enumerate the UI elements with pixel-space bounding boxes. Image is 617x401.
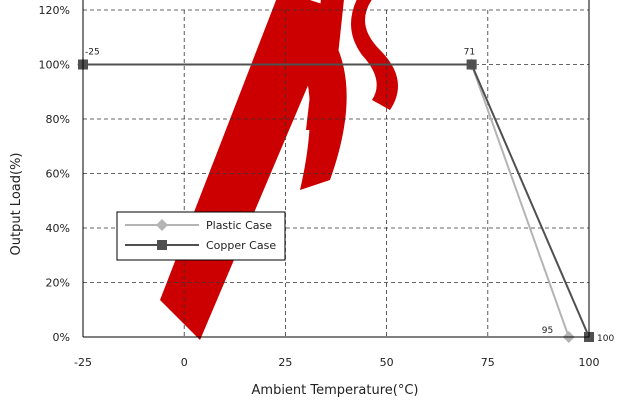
y-tick-label: 40% <box>46 222 70 235</box>
y-tick-label: 100% <box>39 59 70 72</box>
x-tick-label: -25 <box>74 356 92 369</box>
legend: Plastic Case Copper Case <box>116 211 286 261</box>
y-tick-label: 60% <box>46 168 70 181</box>
data-label: 100 <box>597 334 614 344</box>
axes: -25 0 25 50 75 100 0% 20% 40% 60% 80% 100% 120% <box>39 0 600 369</box>
x-tick-label: 75 <box>481 356 495 369</box>
x-tick-label: 0 <box>181 356 188 369</box>
y-tick-label: 0% <box>53 331 70 344</box>
legend-box <box>116 211 286 261</box>
legend-label: Plastic Case <box>206 219 272 232</box>
annotations: -25 71 95 100 <box>85 48 614 345</box>
y-tick-label: 20% <box>46 277 70 290</box>
x-tick-label: 50 <box>380 356 394 369</box>
x-tick-label: 100 <box>579 356 600 369</box>
y-axis-title: Output Load(%) <box>9 153 24 256</box>
x-axis-title: Ambient Temperature(°C) <box>252 383 419 398</box>
data-label: -25 <box>85 48 100 58</box>
y-tick-label: 80% <box>46 113 70 126</box>
legend-label: Copper Case <box>206 239 276 252</box>
data-label: 95 <box>542 326 553 336</box>
watermark <box>160 0 398 340</box>
data-label: 71 <box>464 48 475 58</box>
x-tick-label: 25 <box>278 356 292 369</box>
legend-marker <box>157 240 167 250</box>
watermark-stroke-s <box>351 0 398 110</box>
y-tick-label: 120% <box>39 4 70 17</box>
legend-marker <box>156 219 168 231</box>
series-point <box>466 59 477 70</box>
